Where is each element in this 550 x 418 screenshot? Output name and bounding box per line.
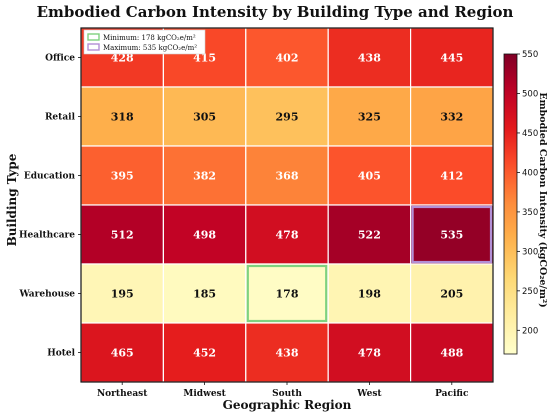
min-highlight-box — [246, 264, 328, 323]
cell-value-label: 395 — [111, 170, 134, 183]
colorbar-gradient — [503, 53, 518, 355]
heatmap-cells: 428 415 402 438 445 318 305 295 325 332 395 382 368 4… — [80, 27, 494, 383]
x-tick-label: Northeast — [97, 389, 148, 399]
cell-value-label: 332 — [440, 111, 463, 124]
heatmap-cell — [245, 145, 329, 206]
heatmap-cell — [245, 322, 329, 383]
cell-value-label: 325 — [358, 111, 381, 124]
max-highlight-box — [411, 205, 493, 264]
x-tick-label: South — [272, 389, 302, 399]
cell-value-label: 295 — [276, 111, 299, 124]
cell-value-label: 305 — [193, 111, 216, 124]
x-axis-label: Geographic Region — [223, 398, 352, 412]
heatmap-cell — [327, 263, 412, 324]
y-tick-label: Education — [24, 172, 76, 182]
cell-value-label: 412 — [440, 170, 463, 183]
y-tick-label: Office — [45, 54, 75, 64]
heatmap-cell — [80, 86, 165, 147]
cell-value-label: 318 — [111, 111, 134, 124]
colorbar-tick-label: 400 — [522, 168, 538, 178]
legend-box — [83, 29, 206, 55]
cell-value-label: 452 — [193, 347, 216, 360]
cell-value-label: 438 — [276, 347, 299, 360]
cell-value-label: 428 — [111, 52, 134, 65]
min-legend-label: Minimum: 178 kgCO₂e/m² — [103, 34, 196, 42]
heatmap-cell — [245, 204, 329, 265]
y-tick-label: Retail — [45, 113, 76, 123]
cell-value-label: 415 — [193, 52, 216, 65]
cell-value-label: 478 — [358, 347, 381, 360]
y-tick-label: Healthcare — [19, 231, 75, 241]
heatmap-cell — [162, 263, 247, 324]
colorbar-tick-label: 450 — [522, 129, 538, 139]
min-legend-swatch — [87, 33, 100, 41]
heatmap-cell — [80, 322, 165, 383]
x-tick-labels: Northeast Midwest South West Pacific — [97, 382, 469, 399]
heatmap-cell — [245, 27, 329, 88]
max-legend-label: Maximum: 535 kgCO₂e/m² — [103, 44, 197, 52]
cell-value-label: 185 — [193, 288, 216, 301]
heatmap-cell — [327, 145, 412, 206]
x-tick-label: Pacific — [435, 389, 469, 399]
y-tick-labels: Office Retail Education Healthcare Warehouse… — [18, 54, 81, 359]
cell-value-label: 445 — [440, 52, 463, 65]
cell-value-label: 498 — [193, 229, 216, 242]
cell-value-label: 512 — [111, 229, 134, 242]
colorbar-label: Embodied Carbon Intensity (kgCO₂e/m²) — [537, 92, 548, 307]
heatmap-cell — [80, 145, 165, 206]
y-tick-label: Warehouse — [18, 290, 75, 300]
x-tick-label: Midwest — [183, 389, 226, 399]
highlight-boxes — [246, 205, 493, 323]
cell-value-label: 522 — [358, 229, 381, 242]
max-legend-swatch — [87, 43, 100, 51]
colorbar: 200 250 300 350 400 450 500 550 — [503, 50, 538, 355]
cell-value-label: 405 — [358, 170, 381, 183]
colorbar-tick-label: 550 — [522, 50, 538, 60]
legend: Minimum: 178 kgCO₂e/m² Maximum: 535 kgCO₂… — [83, 29, 206, 55]
y-tick-label: Hotel — [47, 349, 75, 359]
cell-value-label: 195 — [111, 288, 134, 301]
heatmap-cell — [327, 204, 412, 265]
colorbar-tick-label: 500 — [522, 89, 538, 99]
heatmap-cell — [327, 86, 412, 147]
heatmap-cell — [410, 204, 494, 265]
cell-value-label: 438 — [358, 52, 381, 65]
cell-value-label: 205 — [440, 288, 463, 301]
cell-value-label: 198 — [358, 288, 381, 301]
cell-value-label: 368 — [276, 170, 299, 183]
colorbar-tick-label: 200 — [522, 326, 538, 336]
cell-value-label: 178 — [276, 288, 299, 301]
heatmap-cell — [162, 145, 247, 206]
cell-value-label: 535 — [440, 229, 463, 242]
cell-value-label: 382 — [193, 170, 216, 183]
cell-value-label: 488 — [440, 347, 463, 360]
cell-value-label: 465 — [111, 347, 134, 360]
heatmap-cell — [327, 322, 412, 383]
cell-value-label: 402 — [276, 52, 299, 65]
y-axis-label: Building Type — [5, 153, 19, 246]
chart-title: Embodied Carbon Intensity by Building Ty… — [37, 3, 514, 21]
colorbar-tick-label: 350 — [522, 208, 538, 218]
x-tick-label: West — [356, 389, 382, 399]
colorbar-tick-label: 250 — [522, 287, 538, 297]
cell-value-label: 478 — [276, 229, 299, 242]
colorbar-tick-label: 300 — [522, 247, 538, 257]
